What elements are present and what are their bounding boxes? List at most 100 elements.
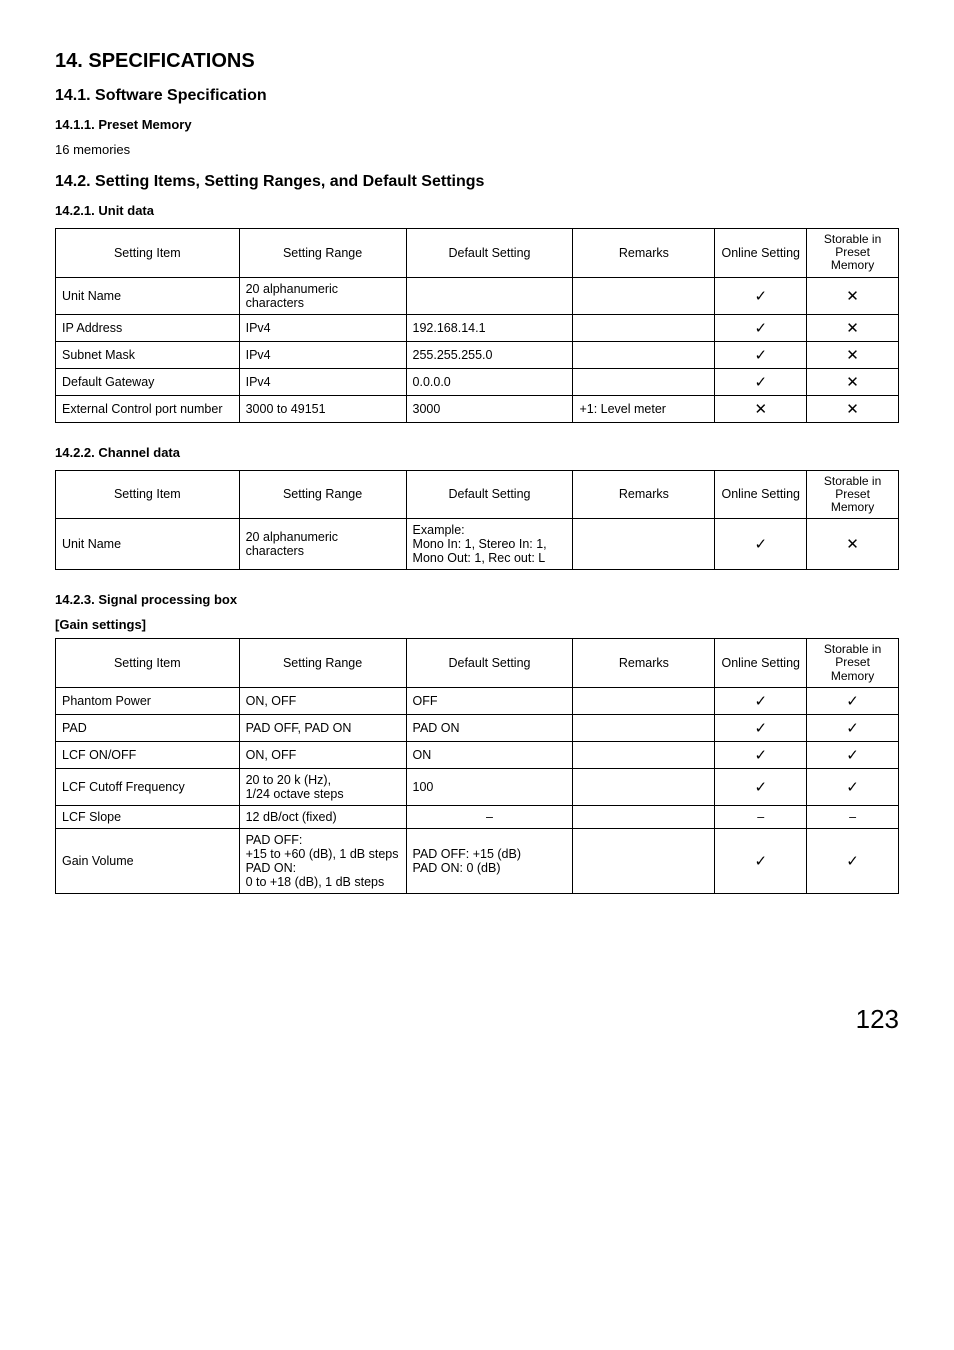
check-icon	[754, 722, 767, 736]
cell-default-setting: 255.255.255.0	[406, 341, 573, 368]
channel-data-table: Setting Item Setting Range Default Setti…	[55, 470, 899, 571]
cross-icon	[846, 290, 859, 304]
cell-online-setting	[715, 768, 807, 805]
col-storable-preset: Storable in Preset Memory	[807, 229, 899, 278]
section-14-2-heading: 14.2. Setting Items, Setting Ranges, and…	[55, 173, 899, 191]
cell-default-setting: –	[406, 805, 573, 828]
cell-online-setting	[715, 519, 807, 570]
check-icon	[754, 538, 767, 552]
cell-online-setting	[715, 277, 807, 314]
gain-settings-subheading: [Gain settings]	[55, 617, 899, 632]
check-icon	[754, 855, 767, 869]
cell-setting-range: 3000 to 49151	[239, 395, 406, 422]
cell-preset-memory	[807, 368, 899, 395]
col-setting-range: Setting Range	[239, 639, 406, 688]
table-row: Gain VolumePAD OFF: +15 to +60 (dB), 1 d…	[56, 828, 899, 893]
cell-preset-memory	[807, 687, 899, 714]
table-row: Unit Name20 alphanumeric charactersExamp…	[56, 519, 899, 570]
cell-setting-item: External Control port number	[56, 395, 240, 422]
table-row: Subnet MaskIPv4255.255.255.0	[56, 341, 899, 368]
cell-online-setting	[715, 714, 807, 741]
cell-setting-item: LCF ON/OFF	[56, 741, 240, 768]
cell-setting-range: 12 dB/oct (fixed)	[239, 805, 406, 828]
check-icon	[846, 749, 859, 763]
cell-preset-memory	[807, 714, 899, 741]
check-icon	[754, 781, 767, 795]
cell-setting-range: ON, OFF	[239, 741, 406, 768]
page-title: 14. SPECIFICATIONS	[55, 50, 899, 73]
cell-default-setting: PAD ON	[406, 714, 573, 741]
cell-default-setting: 100	[406, 768, 573, 805]
cell-preset-memory	[807, 277, 899, 314]
section-14-2-2-heading: 14.2.2. Channel data	[55, 445, 899, 460]
cell-remarks	[573, 741, 715, 768]
cross-icon	[846, 322, 859, 336]
check-icon	[754, 376, 767, 390]
col-online-setting: Online Setting	[715, 229, 807, 278]
check-icon	[754, 749, 767, 763]
cell-setting-range: PAD OFF: +15 to +60 (dB), 1 dB steps PAD…	[239, 828, 406, 893]
section-14-2-1-heading: 14.2.1. Unit data	[55, 203, 899, 218]
cell-default-setting: OFF	[406, 687, 573, 714]
cell-setting-range: IPv4	[239, 341, 406, 368]
cell-setting-range: PAD OFF, PAD ON	[239, 714, 406, 741]
cell-preset-memory	[807, 314, 899, 341]
cell-default-setting: ON	[406, 741, 573, 768]
cell-setting-item: Default Gateway	[56, 368, 240, 395]
section-14-1-heading: 14.1. Software Specification	[55, 87, 899, 105]
cell-remarks	[573, 805, 715, 828]
check-icon	[846, 695, 859, 709]
page-number: 123	[55, 1004, 899, 1035]
col-setting-range: Setting Range	[239, 229, 406, 278]
cell-remarks	[573, 368, 715, 395]
table-header-row: Setting Item Setting Range Default Setti…	[56, 470, 899, 519]
check-icon	[754, 290, 767, 304]
col-remarks: Remarks	[573, 229, 715, 278]
cell-preset-memory	[807, 768, 899, 805]
col-default-setting: Default Setting	[406, 639, 573, 688]
check-icon	[754, 695, 767, 709]
cell-setting-range: 20 alphanumeric characters	[239, 519, 406, 570]
cell-setting-item: Unit Name	[56, 277, 240, 314]
cell-default-setting: 3000	[406, 395, 573, 422]
cell-remarks	[573, 314, 715, 341]
cell-online-setting	[715, 341, 807, 368]
cell-setting-item: Phantom Power	[56, 687, 240, 714]
cell-setting-item: Unit Name	[56, 519, 240, 570]
col-setting-item: Setting Item	[56, 470, 240, 519]
table-row: Phantom PowerON, OFFOFF	[56, 687, 899, 714]
cell-remarks	[573, 828, 715, 893]
table-header-row: Setting Item Setting Range Default Setti…	[56, 229, 899, 278]
cell-online-setting	[715, 395, 807, 422]
col-storable-preset: Storable in Preset Memory	[807, 639, 899, 688]
cell-default-setting: 192.168.14.1	[406, 314, 573, 341]
cell-online-setting	[715, 314, 807, 341]
cell-remarks	[573, 687, 715, 714]
col-remarks: Remarks	[573, 639, 715, 688]
channel-data-body: Unit Name20 alphanumeric charactersExamp…	[56, 519, 899, 570]
cell-remarks	[573, 714, 715, 741]
col-default-setting: Default Setting	[406, 470, 573, 519]
preset-memory-value: 16 memories	[55, 142, 899, 157]
table-row: Unit Name20 alphanumeric characters	[56, 277, 899, 314]
table-row: LCF ON/OFFON, OFFON	[56, 741, 899, 768]
cell-preset-memory	[807, 519, 899, 570]
col-online-setting: Online Setting	[715, 470, 807, 519]
table-row: Default GatewayIPv40.0.0.0	[56, 368, 899, 395]
cell-setting-range: ON, OFF	[239, 687, 406, 714]
col-remarks: Remarks	[573, 470, 715, 519]
cell-online-setting	[715, 368, 807, 395]
cross-icon	[846, 349, 859, 363]
gain-settings-table: Setting Item Setting Range Default Setti…	[55, 638, 899, 894]
cell-setting-item: PAD	[56, 714, 240, 741]
cell-preset-memory	[807, 741, 899, 768]
cell-remarks	[573, 519, 715, 570]
cross-icon	[846, 538, 859, 552]
check-icon	[846, 781, 859, 795]
col-setting-item: Setting Item	[56, 639, 240, 688]
check-icon	[846, 722, 859, 736]
cross-icon	[846, 403, 859, 417]
cross-icon	[754, 403, 767, 417]
cell-setting-range: 20 alphanumeric characters	[239, 277, 406, 314]
table-row: LCF Slope12 dB/oct (fixed)–––	[56, 805, 899, 828]
